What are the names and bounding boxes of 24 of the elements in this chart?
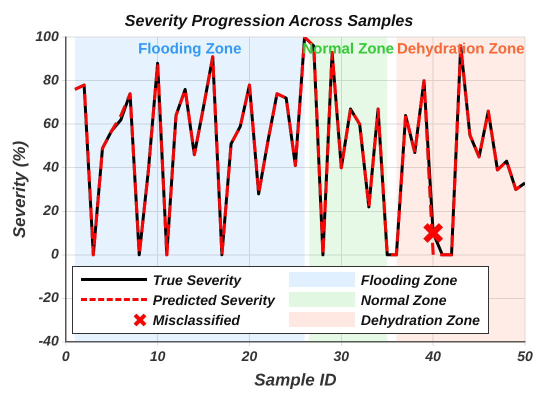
text: Flooding Zone bbox=[360, 272, 458, 288]
band-label: Flooding Zone bbox=[138, 40, 242, 58]
y-tick-label: 40 bbox=[42, 158, 59, 175]
y-tick-label: 80 bbox=[43, 72, 59, 88]
legend-label: Misclassified bbox=[152, 310, 242, 330]
y-tick-label: 100 bbox=[35, 28, 59, 44]
x-tick-label: 50 bbox=[517, 348, 533, 364]
y-tick-label: 60 bbox=[43, 115, 59, 132]
x-tick-label: 20 bbox=[240, 348, 258, 364]
text: Dehydration Zone bbox=[360, 312, 480, 328]
x-tick-label: 10 bbox=[150, 348, 166, 364]
y-tick-label: 0 bbox=[50, 246, 59, 262]
legend-label: True Severity bbox=[152, 270, 243, 290]
x-tick-label: 30 bbox=[334, 348, 350, 364]
y-tick-label: 20 bbox=[42, 202, 59, 218]
y-axis-title: Severity (%) bbox=[10, 140, 29, 238]
text: Normal Zone bbox=[360, 292, 446, 308]
y-tick-label: -20 bbox=[38, 289, 59, 306]
x-tick-label: 40 bbox=[424, 348, 442, 364]
chart-title: Severity Progression Across Samples bbox=[124, 13, 414, 30]
legend-label: Predicted Severity bbox=[152, 290, 275, 310]
x-tick-label: 0 bbox=[62, 348, 70, 364]
x-axis-title: Sample ID bbox=[254, 370, 336, 390]
y-tick-label: -40 bbox=[38, 332, 59, 349]
